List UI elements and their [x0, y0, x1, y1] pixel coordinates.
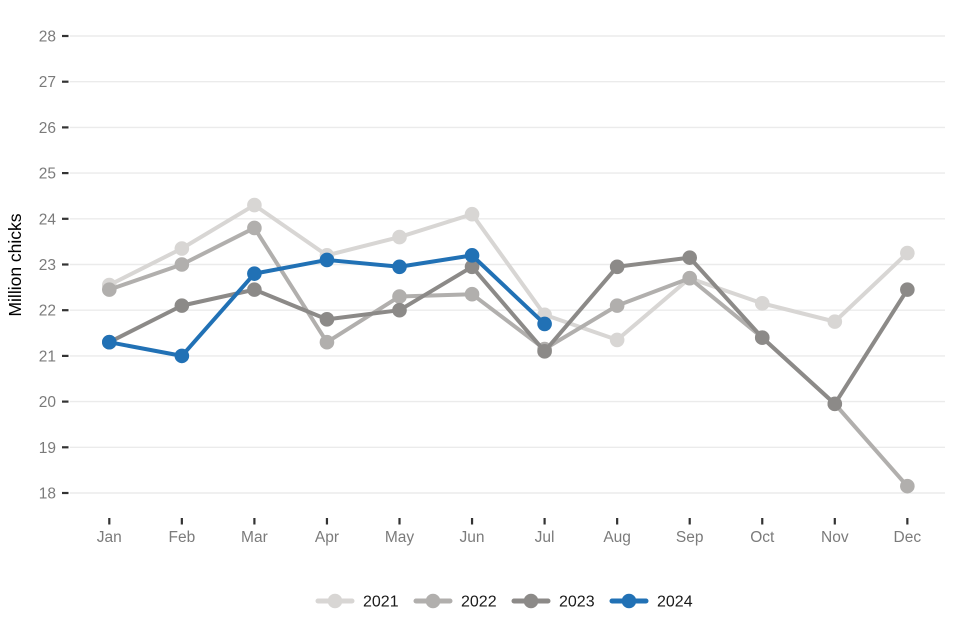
y-tick-label: 20	[39, 394, 57, 411]
y-tick-label: 26	[39, 120, 56, 137]
axis-tick-labels: 18 19 20 21 22 23 24 25 26 27 28 Jan Feb Mar Apr May Jun…	[39, 29, 922, 547]
y-tick-label: 18	[39, 486, 56, 503]
series-2024-point	[102, 334, 117, 350]
series-2022-point	[682, 270, 697, 286]
series-2022-point	[319, 334, 335, 350]
series-2022-point	[247, 220, 262, 236]
series-2023-point	[682, 250, 697, 265]
series-2022-point	[609, 298, 625, 313]
y-tick-label: 24	[39, 211, 57, 228]
y-tick-label: 19	[39, 440, 56, 457]
series-2024	[102, 248, 552, 364]
series-2022-point	[174, 257, 190, 272]
y-tick-label: 28	[39, 29, 56, 46]
legend-key-point	[621, 593, 637, 609]
x-tick-label: Nov	[821, 529, 849, 546]
legend-key-point	[523, 593, 539, 609]
series-2021-point	[464, 206, 480, 222]
x-tick-label: Feb	[168, 529, 195, 546]
series-2023-point	[537, 344, 552, 359]
series-2023	[102, 250, 915, 412]
series-2022-point	[464, 286, 480, 302]
legend-key-point	[425, 593, 441, 609]
legend-label: 2022	[461, 594, 497, 611]
series-2023-point	[754, 330, 770, 345]
legend-item-2022: 2022	[413, 593, 497, 611]
series-2023-point	[392, 302, 407, 318]
series-2021-point	[900, 245, 915, 261]
y-tick-label: 23	[39, 257, 56, 274]
y-tick-label: 22	[39, 303, 56, 320]
legend-label: 2024	[657, 594, 693, 611]
y-tick-label: 21	[39, 348, 56, 365]
series-2024-point	[319, 252, 335, 268]
series-2023-point	[464, 259, 480, 275]
x-tick-label: Mar	[241, 529, 268, 546]
series-2021	[102, 197, 915, 348]
y-tick-label: 27	[39, 74, 56, 91]
x-tick-label: Jan	[97, 529, 122, 546]
series-2021-point	[392, 229, 407, 245]
x-tick-label: May	[385, 529, 415, 546]
x-tick-label: Aug	[603, 529, 631, 546]
x-tick-label: Apr	[315, 529, 339, 546]
series-2021-point	[609, 332, 625, 348]
series-2023-point	[247, 282, 262, 297]
data-series	[102, 197, 915, 494]
legend-item-2023: 2023	[511, 593, 595, 611]
x-tick-label: Dec	[894, 529, 922, 546]
series-2023-point	[609, 259, 625, 275]
series-2022-point	[392, 289, 407, 304]
series-2023-point	[827, 396, 843, 412]
series-2023-point	[319, 312, 335, 327]
series-2023-point	[174, 298, 190, 313]
x-tick-label: Jun	[460, 529, 485, 546]
legend-label: 2023	[559, 594, 595, 611]
y-tick-label: 25	[39, 166, 56, 183]
series-2021-point	[174, 241, 190, 256]
series-2024-point	[392, 259, 407, 275]
x-tick-label: Sep	[676, 529, 704, 546]
series-2024-point	[174, 348, 190, 364]
series-2024-point	[464, 248, 480, 263]
series-2021-point	[247, 197, 262, 213]
series-2022-point	[900, 478, 915, 494]
series-2021-line	[107, 203, 910, 342]
legend: 2021 2022 2023 2024	[315, 593, 693, 611]
legend-item-2021: 2021	[315, 593, 399, 611]
series-2024-point	[537, 316, 552, 332]
axis-ticks	[62, 34, 909, 525]
x-tick-label: Jul	[535, 529, 555, 546]
x-tick-label: Oct	[750, 529, 775, 546]
series-2022-point	[102, 282, 117, 297]
legend-key-point	[327, 593, 343, 609]
series-2023-line	[107, 255, 910, 406]
series-2023-point	[900, 282, 915, 297]
series-2024-point	[247, 266, 262, 281]
legend-item-2024: 2024	[609, 593, 693, 611]
y-axis-title: Million chicks	[5, 213, 25, 316]
series-2021-point	[827, 314, 843, 329]
series-2021-point	[754, 296, 770, 311]
legend-label: 2021	[363, 594, 399, 611]
